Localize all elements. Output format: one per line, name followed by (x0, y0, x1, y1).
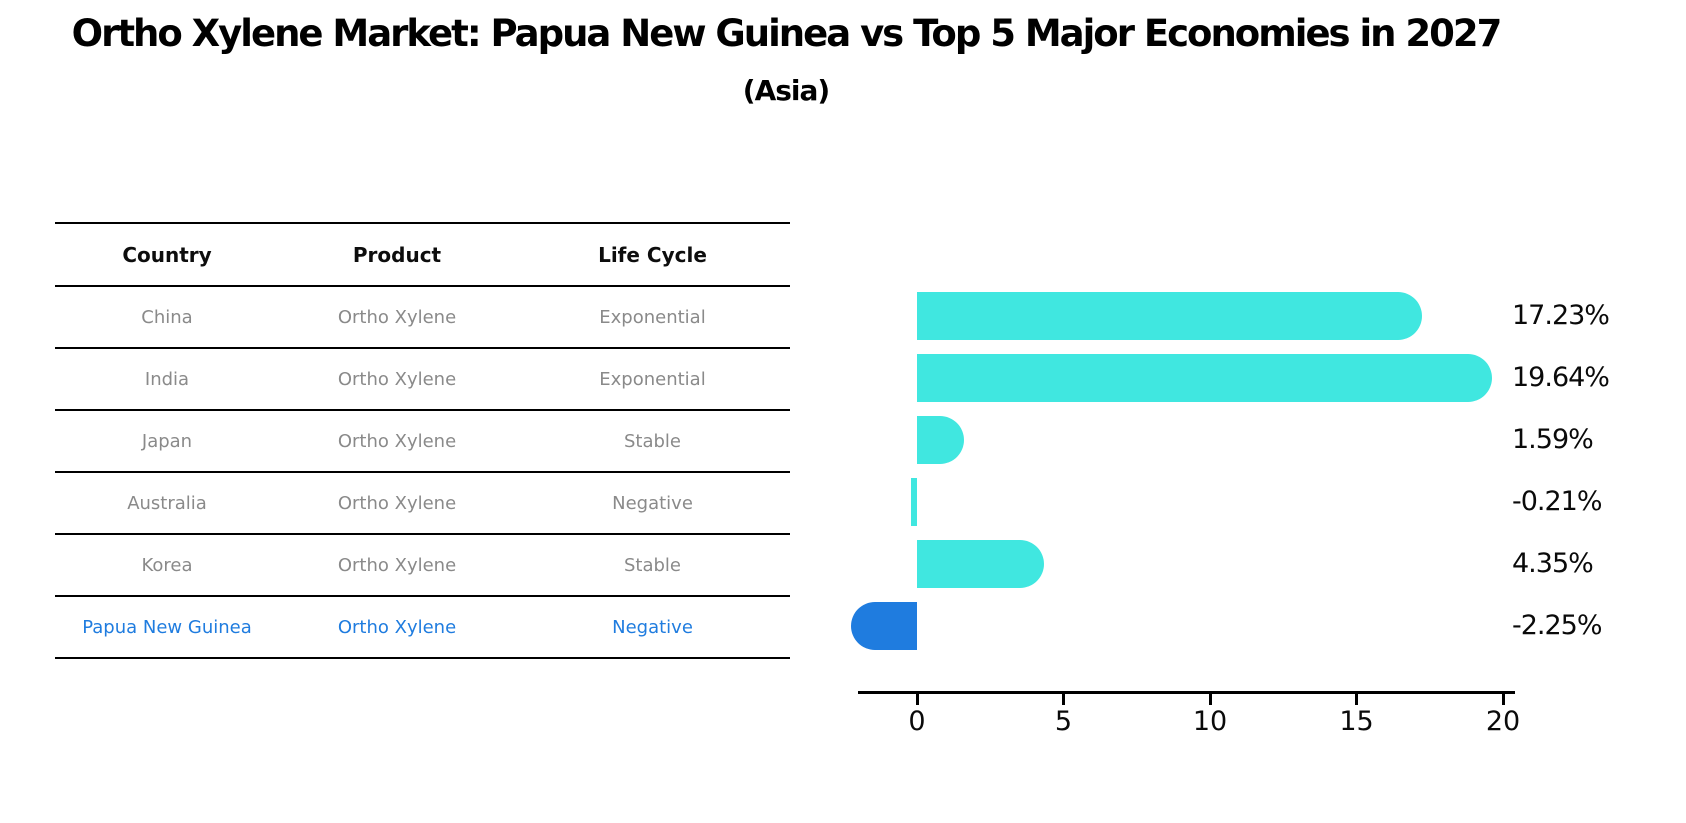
x-axis-tick (1062, 694, 1065, 705)
table-row-japan: Japan Ortho Xylene Stable (55, 411, 790, 473)
x-axis-tick-label: 10 (1192, 706, 1228, 737)
table-cell-product: Ortho Xylene (337, 616, 457, 638)
value-label: 4.35% (1512, 548, 1594, 579)
data-table: Country Product Life Cycle China Ortho Xylen… (55, 222, 790, 659)
table-header-row: Country Product Life Cycle (55, 224, 790, 287)
table-cell-life-cycle: Exponential (599, 306, 706, 328)
table-cell-product: Ortho Xylene (337, 430, 457, 452)
bar-papua-new-guinea (851, 602, 917, 650)
header-cell-life-cycle: Life Cycle (598, 242, 707, 267)
x-axis-tick (1501, 694, 1505, 705)
table-cell-product: Ortho Xylene (337, 306, 457, 328)
table-cell-life-cycle: Negative (612, 616, 693, 638)
bar-korea (917, 540, 1045, 588)
table-cell-product: Ortho Xylene (337, 554, 457, 576)
table-cell-country: Japan (141, 430, 193, 452)
table-cell-country: Korea (141, 554, 193, 576)
value-label: 17.23% (1512, 300, 1610, 331)
table-cell-country: Papua New Guinea (82, 616, 252, 638)
table-cell-life-cycle: Exponential (599, 368, 706, 390)
table-cell-product: Ortho Xylene (337, 492, 457, 514)
x-axis-tick (915, 694, 919, 705)
table-cell-country: China (141, 306, 193, 328)
table-row-papua-new-guinea: Papua New Guinea Ortho Xylene Negative (55, 597, 790, 659)
table-row-korea: Korea Ortho Xylene Stable (55, 535, 790, 597)
header-cell-country: Country (122, 242, 212, 267)
table-cell-country: India (144, 368, 190, 390)
chart-subtitle: (Asia) (742, 74, 830, 107)
x-axis-tick-label: 0 (908, 706, 926, 737)
x-axis-tick (1208, 694, 1212, 705)
table-cell-life-cycle: Stable (623, 554, 681, 576)
x-axis-tick-label: 5 (1054, 706, 1073, 737)
value-label: -2.25% (1512, 610, 1603, 641)
header-cell-product: Product (352, 242, 442, 267)
value-label: 19.64% (1512, 362, 1610, 393)
bar-china (917, 292, 1422, 340)
x-axis-tick (1355, 694, 1358, 705)
bar-japan (917, 416, 964, 464)
table-cell-product: Ortho Xylene (337, 368, 457, 390)
table-cell-life-cycle: Stable (623, 430, 681, 452)
x-axis-line (858, 691, 1515, 694)
value-label: 1.59% (1512, 424, 1594, 455)
table-row-china: China Ortho Xylene Exponential (55, 287, 790, 349)
table-cell-country: Australia (127, 492, 207, 514)
x-axis-tick-label: 15 (1339, 706, 1374, 737)
x-axis-tick-label: 20 (1485, 706, 1521, 737)
chart-title: Ortho Xylene Market: Papua New Guinea vs… (71, 12, 1503, 55)
bar-india (917, 354, 1493, 402)
value-label: -0.21% (1512, 486, 1603, 517)
table-row-india: India Ortho Xylene Exponential (55, 349, 790, 411)
table-cell-life-cycle: Negative (612, 492, 693, 514)
bar-australia (910, 478, 917, 526)
table-row-australia: Australia Ortho Xylene Negative (55, 473, 790, 535)
